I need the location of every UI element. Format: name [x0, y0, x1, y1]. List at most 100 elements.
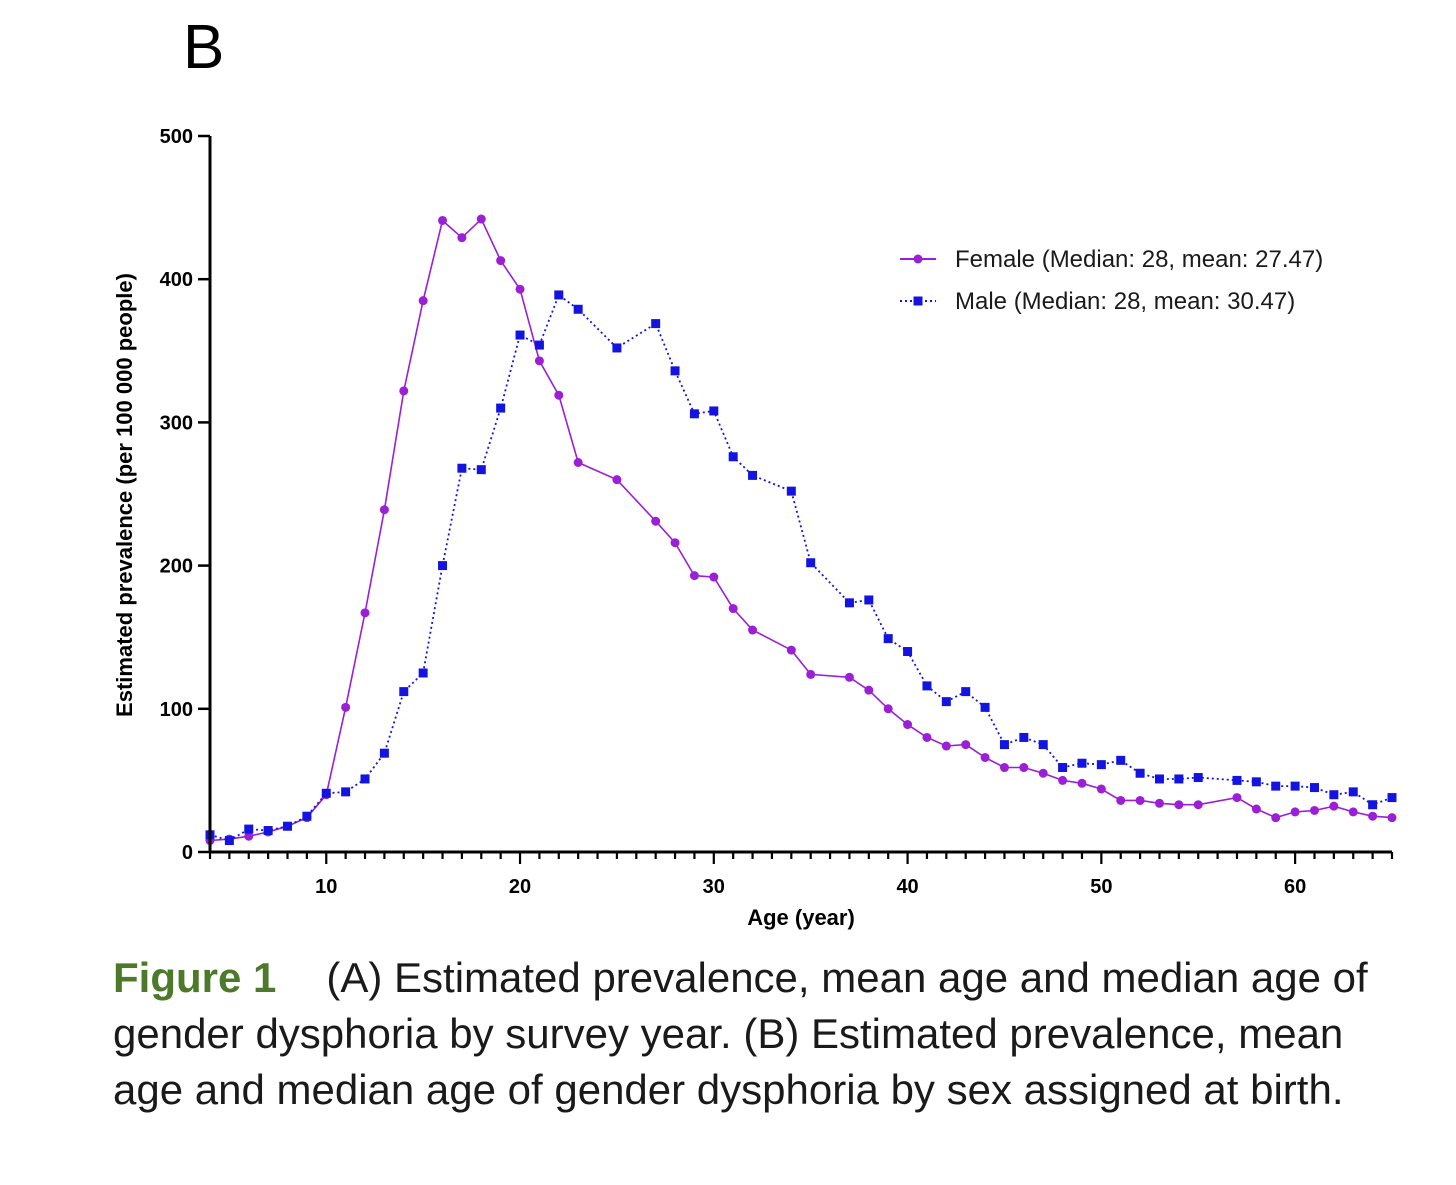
- x-axis-ticks: 10 20 30 40 50 60: [208, 852, 1394, 898]
- female-data-point: [689, 571, 699, 581]
- male-data-point: [244, 824, 254, 834]
- male-data-point: [496, 403, 506, 413]
- male-data-point: [360, 774, 370, 784]
- male-data-point: [1193, 773, 1203, 783]
- legend-item-female: Female (Median: 28, mean: 27.47): [900, 246, 1323, 273]
- y-axis-ticks: 0 100 200 300 400 500: [160, 126, 210, 864]
- female-data-point: [999, 763, 1009, 773]
- female-data-point: [418, 296, 428, 306]
- female-data-point: [1116, 795, 1126, 805]
- female-data-point: [1135, 795, 1145, 805]
- male-data-point: [1077, 758, 1087, 768]
- female-data-point: [379, 505, 389, 515]
- female-data-point: [554, 390, 564, 400]
- male-data-point: [1232, 775, 1242, 785]
- female-data-point: [728, 604, 738, 614]
- female-data-point: [476, 214, 486, 224]
- male-data-point: [283, 821, 293, 831]
- male-data-point: [573, 304, 583, 314]
- female-data-point: [1387, 813, 1397, 823]
- female-data-point: [844, 672, 854, 682]
- male-data-point: [379, 748, 389, 758]
- male-data-point: [670, 366, 680, 376]
- female-data-point: [1154, 798, 1164, 808]
- female-data-point: [903, 720, 913, 730]
- x-tick-label: 40: [896, 876, 918, 898]
- male-data-point: [224, 836, 234, 846]
- male-data-point: [1290, 781, 1300, 791]
- female-data-point: [534, 356, 544, 366]
- male-data-point: [1019, 732, 1029, 742]
- female-data-point: [709, 572, 719, 582]
- legend-female-marker-icon: [913, 254, 923, 264]
- male-data-point: [999, 740, 1009, 750]
- female-data-point: [1329, 801, 1339, 811]
- x-tick-label: 20: [509, 876, 531, 898]
- x-tick-label: 30: [703, 876, 725, 898]
- male-data-point: [883, 634, 893, 644]
- male-data-point: [651, 319, 661, 329]
- male-data-point: [806, 558, 816, 568]
- male-data-point: [844, 598, 854, 608]
- female-data-point: [1193, 800, 1203, 810]
- female-data-point: [1348, 807, 1358, 817]
- male-data-point: [438, 561, 448, 571]
- male-data-point: [1038, 740, 1048, 750]
- male-data-point: [1154, 774, 1164, 784]
- female-data-point: [1232, 793, 1242, 803]
- x-tick-label: 60: [1284, 876, 1306, 898]
- female-data-point: [1077, 778, 1087, 788]
- male-data-point: [728, 452, 738, 462]
- male-data-point: [903, 647, 913, 657]
- female-data-point: [980, 752, 990, 762]
- female-data-point: [864, 685, 874, 695]
- male-data-point: [1348, 787, 1358, 797]
- x-axis-label: Age (year): [747, 905, 855, 930]
- male-data-point: [399, 687, 409, 697]
- male-data-point: [922, 681, 932, 691]
- female-data-point: [1368, 811, 1378, 821]
- male-series-line: [209, 293, 1393, 842]
- legend-item-male: Male (Median: 28, mean: 30.47): [900, 288, 1295, 315]
- female-data-point: [786, 645, 796, 655]
- male-data-point: [263, 826, 273, 836]
- male-data-point: [1271, 781, 1281, 791]
- male-data-point: [457, 463, 467, 473]
- female-data-point: [748, 625, 758, 635]
- male-data-point: [1058, 763, 1068, 773]
- male-data-point: [341, 787, 351, 797]
- female-data-point: [1290, 807, 1300, 817]
- female-data-point: [1309, 805, 1319, 815]
- legend: Female (Median: 28, mean: 27.47) Male (M…: [900, 246, 1323, 315]
- x-tick-label: 10: [315, 876, 337, 898]
- male-data-point: [1251, 777, 1261, 787]
- male-data-point: [786, 486, 796, 496]
- female-data-point: [573, 457, 583, 467]
- female-data-point: [922, 732, 932, 742]
- male-data-point: [1387, 793, 1397, 803]
- female-data-point: [244, 831, 254, 841]
- male-data-point: [980, 702, 990, 712]
- female-data-point: [1174, 800, 1184, 810]
- legend-male-label: Male (Median: 28, mean: 30.47): [955, 288, 1295, 315]
- male-data-point: [476, 465, 486, 475]
- figure-label: Figure 1: [113, 954, 277, 1001]
- female-data-point: [883, 704, 893, 714]
- male-data-point: [534, 340, 544, 350]
- y-tick-label: 500: [160, 126, 193, 148]
- series-markers: [205, 214, 1397, 846]
- female-data-point: [360, 608, 370, 618]
- y-tick-label: 100: [160, 699, 193, 721]
- female-data-point: [496, 256, 506, 266]
- male-data-point: [554, 290, 564, 300]
- female-data-point: [1096, 784, 1106, 794]
- male-data-point: [321, 788, 331, 798]
- figure-caption-text: (A) Estimated prevalence, mean age and m…: [113, 954, 1368, 1113]
- female-data-point: [651, 516, 661, 526]
- female-data-point: [1271, 813, 1281, 823]
- female-data-point: [438, 215, 448, 225]
- male-data-point: [1135, 768, 1145, 778]
- female-data-point: [612, 475, 622, 485]
- y-axis-label: Estimated prevalence (per 100 000 people…: [112, 273, 137, 717]
- male-data-point: [864, 595, 874, 605]
